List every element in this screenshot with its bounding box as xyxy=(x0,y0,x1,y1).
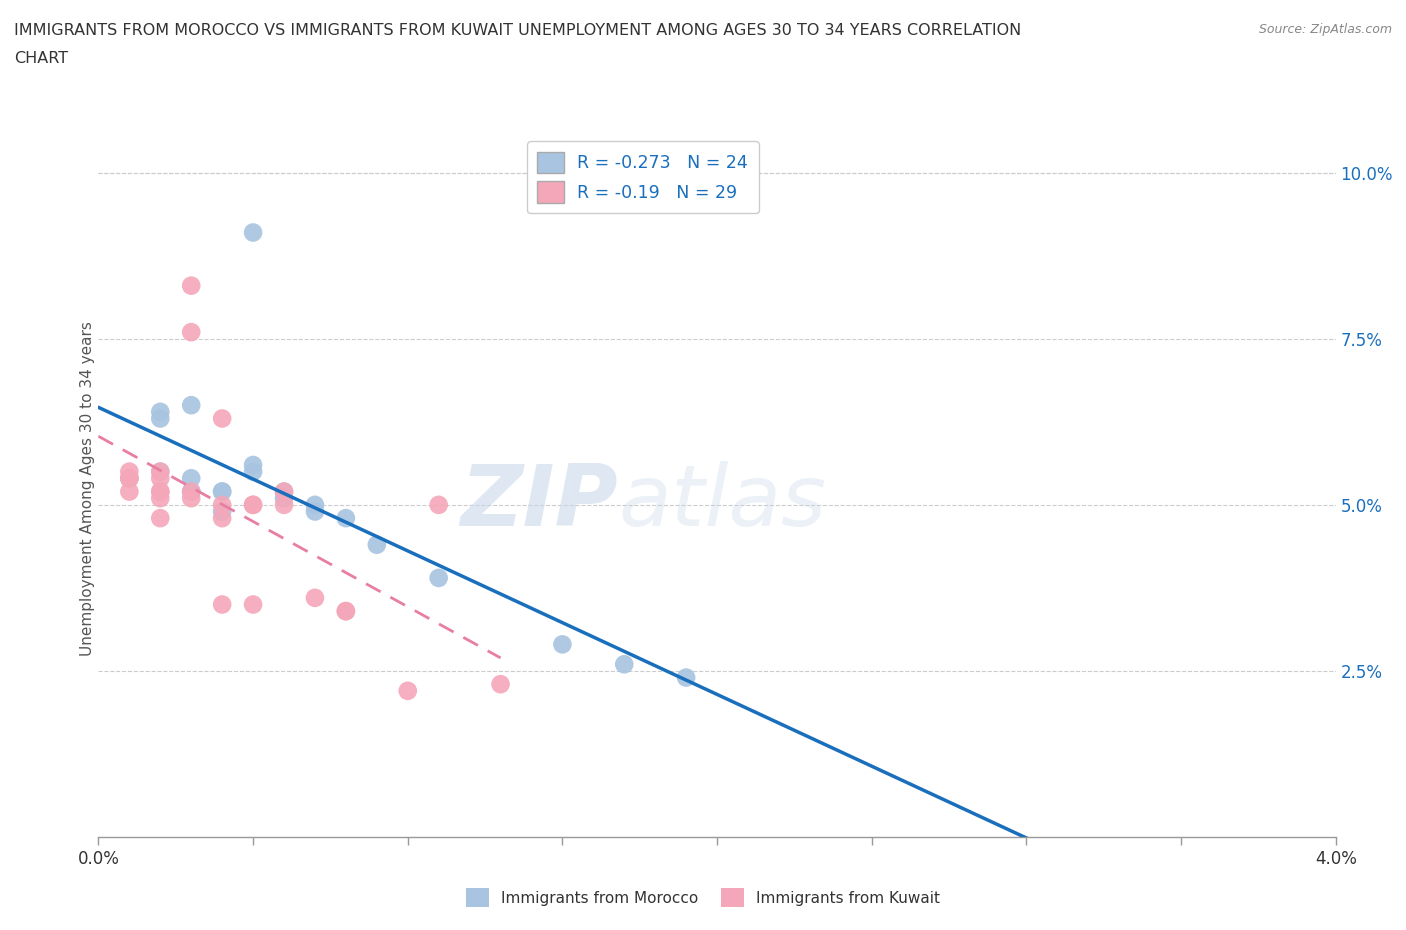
Text: IMMIGRANTS FROM MOROCCO VS IMMIGRANTS FROM KUWAIT UNEMPLOYMENT AMONG AGES 30 TO : IMMIGRANTS FROM MOROCCO VS IMMIGRANTS FR… xyxy=(14,23,1021,38)
Point xyxy=(180,471,202,485)
Point xyxy=(180,491,202,506)
Point xyxy=(242,597,264,612)
Text: Source: ZipAtlas.com: Source: ZipAtlas.com xyxy=(1258,23,1392,36)
Point xyxy=(118,464,141,479)
Point xyxy=(613,657,636,671)
Point xyxy=(304,498,326,512)
Point xyxy=(118,471,141,485)
Point xyxy=(242,498,264,512)
Point xyxy=(427,498,450,512)
Point xyxy=(149,491,172,506)
Point xyxy=(149,471,172,485)
Point xyxy=(335,604,357,618)
Point xyxy=(180,325,202,339)
Point xyxy=(242,458,264,472)
Point xyxy=(211,411,233,426)
Text: atlas: atlas xyxy=(619,460,827,544)
Point xyxy=(304,591,326,605)
Point xyxy=(118,485,141,499)
Point xyxy=(211,504,233,519)
Point xyxy=(180,398,202,413)
Point xyxy=(273,485,295,499)
Point xyxy=(211,485,233,499)
Point xyxy=(211,485,233,499)
Point xyxy=(242,225,264,240)
Point xyxy=(180,278,202,293)
Point xyxy=(211,597,233,612)
Point xyxy=(489,677,512,692)
Point xyxy=(242,464,264,479)
Point xyxy=(149,464,172,479)
Point xyxy=(551,637,574,652)
Point xyxy=(118,471,141,485)
Point xyxy=(149,464,172,479)
Point xyxy=(180,485,202,499)
Point xyxy=(304,504,326,519)
Point xyxy=(149,485,172,499)
Point xyxy=(180,485,202,499)
Y-axis label: Unemployment Among Ages 30 to 34 years: Unemployment Among Ages 30 to 34 years xyxy=(80,321,94,656)
Point xyxy=(675,671,697,685)
Legend: Immigrants from Morocco, Immigrants from Kuwait: Immigrants from Morocco, Immigrants from… xyxy=(460,883,946,913)
Point xyxy=(427,570,450,585)
Point xyxy=(366,538,388,552)
Text: ZIP: ZIP xyxy=(460,460,619,544)
Legend: R = -0.273   N = 24, R = -0.19   N = 29: R = -0.273 N = 24, R = -0.19 N = 29 xyxy=(527,141,759,213)
Point xyxy=(149,485,172,499)
Point xyxy=(335,511,357,525)
Point xyxy=(118,471,141,485)
Point xyxy=(149,511,172,525)
Point xyxy=(180,485,202,499)
Point xyxy=(273,498,295,512)
Point xyxy=(149,405,172,419)
Point xyxy=(273,491,295,506)
Point xyxy=(211,498,233,512)
Text: CHART: CHART xyxy=(14,51,67,66)
Point xyxy=(211,511,233,525)
Point xyxy=(396,684,419,698)
Point xyxy=(149,411,172,426)
Point xyxy=(242,498,264,512)
Point xyxy=(273,485,295,499)
Point xyxy=(335,604,357,618)
